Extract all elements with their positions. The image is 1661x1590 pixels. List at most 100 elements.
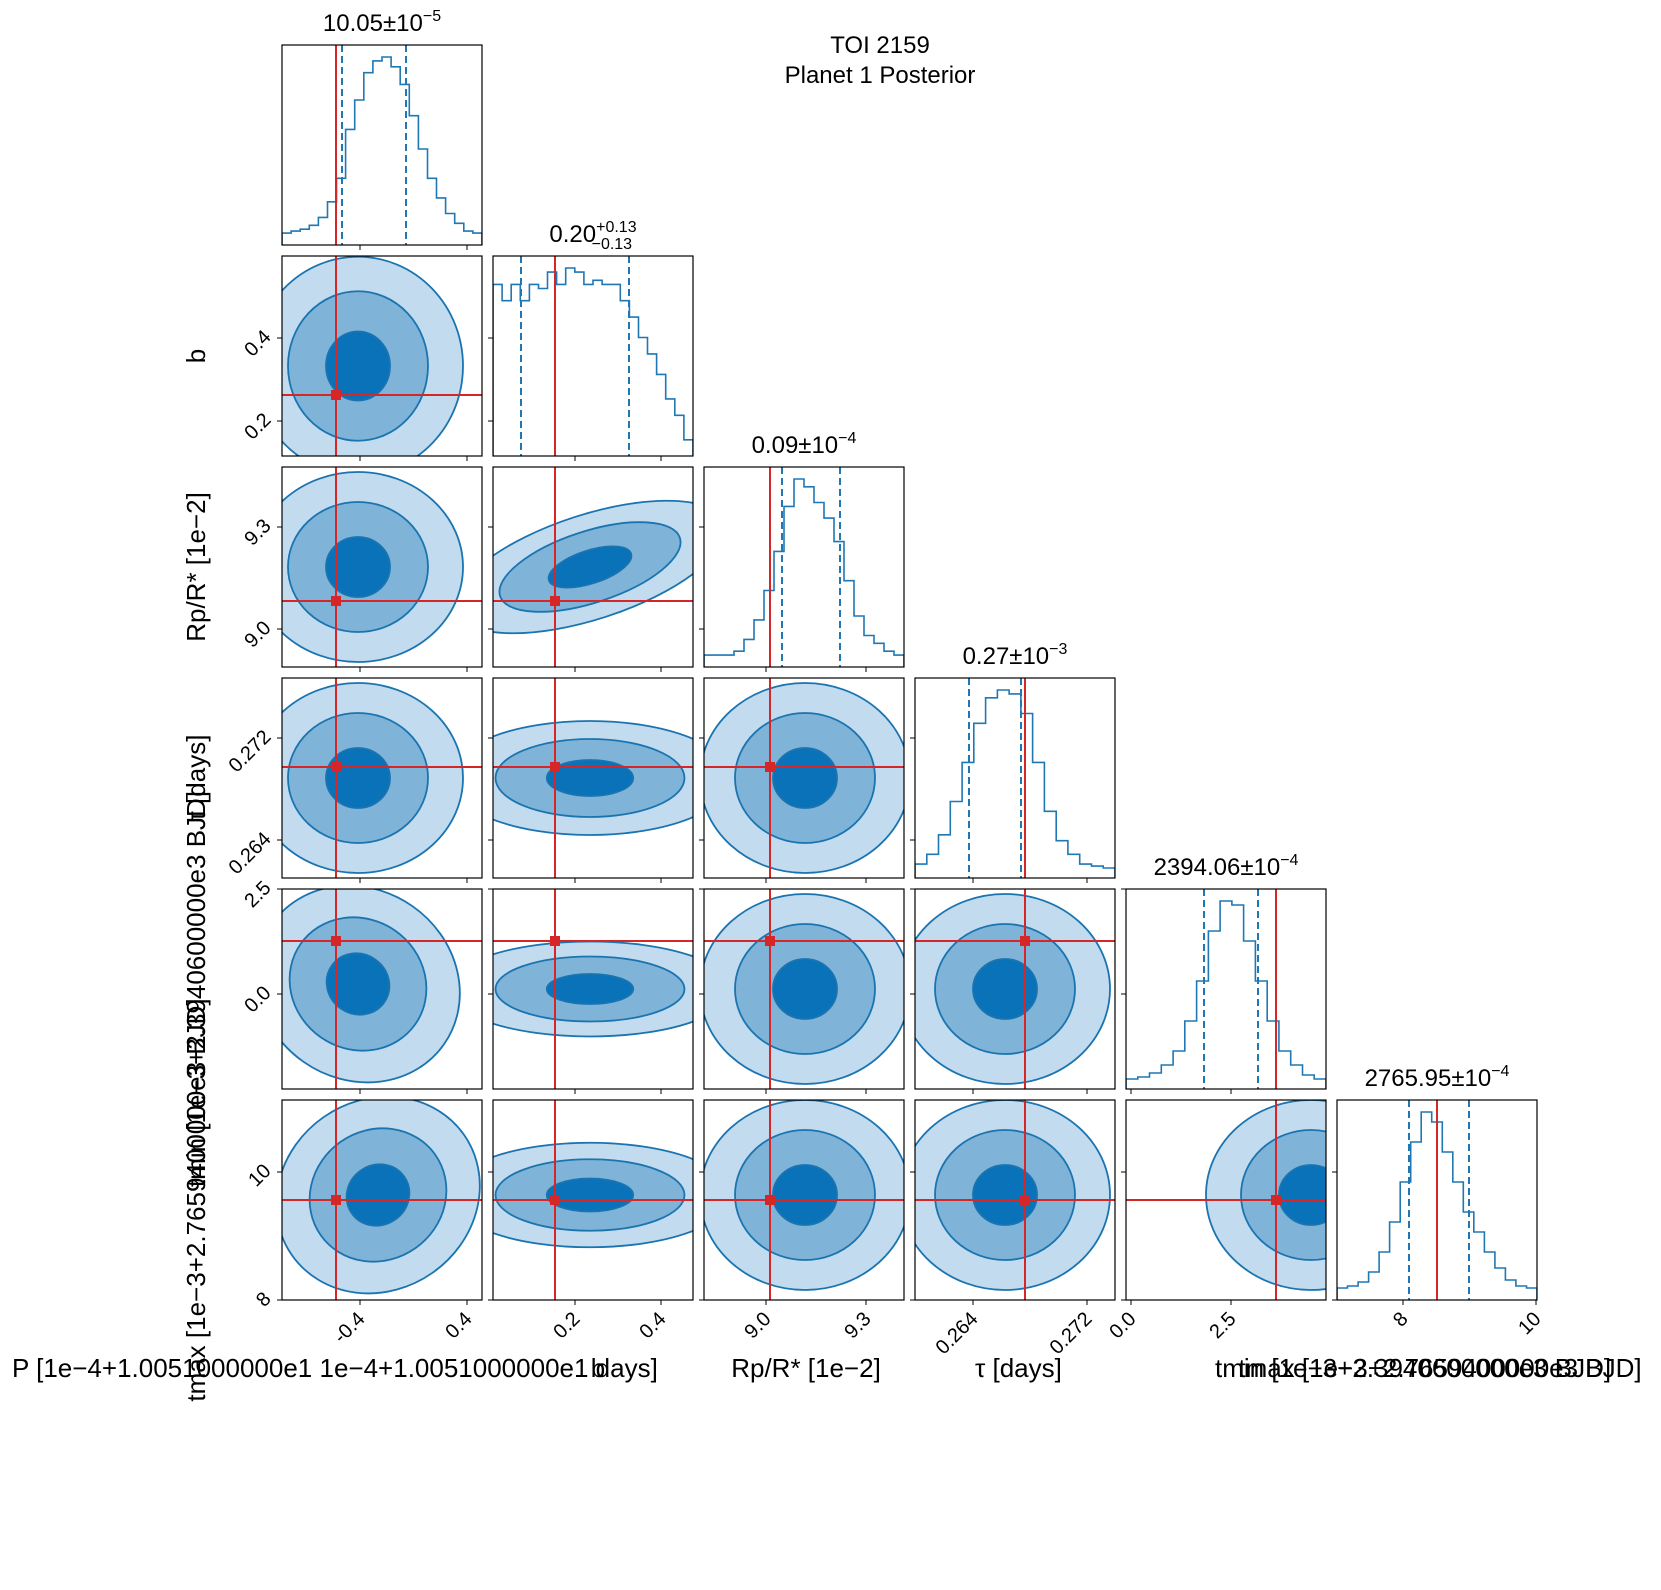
x-axis-label: tmax [1e−3+2.7659400000e3 BJD] [1238, 1353, 1641, 1383]
x-tick-label: 0.264 [932, 1308, 983, 1359]
contour-level-3 [972, 958, 1038, 1020]
panel-frame [281, 1099, 483, 1301]
contour-level-3 [772, 958, 838, 1020]
contour-panel-b-tau [488, 677, 694, 883]
panel-content [915, 889, 1115, 1089]
truth-marker [1271, 1195, 1281, 1205]
x-tick-label: 2.5 [1205, 1308, 1240, 1343]
truth-marker [331, 1195, 341, 1205]
y-tick-label: 0.2 [240, 409, 275, 444]
y-tick-label: 10 [244, 1160, 275, 1191]
panel-frame [281, 255, 483, 457]
truth-marker [331, 762, 341, 772]
hist-panel-Rp/R*: 0.09±10−4 [699, 430, 905, 672]
contour-panel-tau-tmax: 0.264 0.272 [910, 1099, 1116, 1359]
panel-frame [703, 1099, 905, 1301]
y-axis-label: tmax [1e−3+2.7659400000e3 BJD] [181, 998, 211, 1401]
panel-frame [492, 888, 694, 1090]
panel-frame [914, 1099, 1116, 1301]
panel-frame [492, 677, 694, 879]
panel-frame [1125, 888, 1327, 1090]
panel-frame [914, 888, 1116, 1090]
contour-panel-P-tau: 0.264 0.272 [225, 677, 483, 883]
x-axis-label: b [591, 1353, 605, 1383]
hist-panel-P: 10.05±10−5 [281, 8, 483, 250]
contour-level-3 [547, 545, 633, 589]
truth-marker [550, 936, 560, 946]
figure-title-line: TOI 2159 [830, 32, 930, 59]
histogram-step [915, 689, 1115, 878]
panel-content [282, 889, 482, 1089]
y-tick-label: 0.4 [240, 326, 275, 361]
contour-level-3 [545, 1177, 635, 1213]
truth-marker [765, 1195, 775, 1205]
panel-frame [703, 677, 905, 879]
truth-marker [331, 390, 341, 400]
y-axis-label: τ [days] [181, 735, 211, 822]
y-tick-label: 0.264 [225, 828, 276, 879]
panel-content [282, 467, 482, 667]
x-tick-label: 10 [1514, 1308, 1545, 1339]
contour-panel-tmin-tmax: 0.0 2.5 [1105, 1099, 1327, 1343]
panel-content [282, 256, 482, 456]
panel-content [1126, 889, 1326, 1089]
hist-panel-tmax: 2765.95±10−4 8 10 [1332, 1063, 1546, 1339]
hist-title: 2765.95±10−4 [1365, 1063, 1510, 1092]
histogram-step [493, 267, 693, 456]
x-tick-label: 0.2 [549, 1308, 584, 1343]
panel-frame [914, 677, 1116, 879]
truth-marker [765, 762, 775, 772]
histogram-step [282, 56, 482, 245]
panel-frame [492, 255, 694, 457]
contour-panel-P-Rp/R*: 9.0 9.3 [240, 466, 483, 672]
y-tick-label: 8 [252, 1288, 275, 1311]
panel-frame [492, 1099, 694, 1301]
contour-level-3 [545, 973, 635, 1005]
contour-level-3 [772, 747, 838, 809]
contour-level-3 [1278, 1164, 1326, 1226]
panel-content [493, 678, 693, 878]
hist-panel-b: 0.20+0.13 −0.13 [488, 219, 694, 461]
truth-marker [550, 1195, 560, 1205]
x-axis-label: P [1e−4+1.0051000000e1 1e−4+1.0051000000… [12, 1353, 658, 1383]
panel-content [493, 889, 693, 1089]
contour-panel-P-tmax: -0.4 0.4 8 10 [244, 1099, 483, 1348]
truth-marker [550, 762, 560, 772]
contour-level-3 [325, 952, 391, 1016]
x-tick-label: 0.4 [635, 1308, 670, 1343]
y-axis-label: b [181, 349, 211, 363]
contour-panel-Rp/R*-tmin [699, 888, 905, 1094]
panel-content [1126, 1100, 1326, 1300]
truth-marker [550, 596, 560, 606]
contour-panel-P-tmin: 0.0 2.5 [240, 877, 483, 1094]
contour-level-3 [345, 1163, 411, 1227]
contour-level-3 [972, 1164, 1038, 1226]
truth-marker [331, 936, 341, 946]
panel-frame [1125, 1099, 1327, 1301]
panel-content [282, 45, 482, 245]
panel-frame [281, 44, 483, 246]
panel-frame [281, 677, 483, 879]
panel-content [493, 256, 693, 456]
contour-panel-b-tmax: 0.2 0.4 [488, 1099, 694, 1343]
x-axis-label: Rp/R* [1e−2] [731, 1353, 881, 1383]
y-tick-label: 9.0 [240, 617, 275, 652]
panel-content [704, 1100, 904, 1300]
hist-title: 10.05±10−5 [323, 8, 441, 37]
truth-marker [1020, 936, 1030, 946]
panel-frame [703, 466, 905, 668]
contour-level-3 [325, 330, 391, 402]
panel-content [282, 1100, 482, 1300]
panel-frame [281, 888, 483, 1090]
panel-content [915, 1100, 1115, 1300]
panel-content [493, 1100, 693, 1300]
panel-content [704, 467, 904, 667]
hist-title: 0.20+0.13 −0.13 [549, 219, 636, 253]
panel-frame [281, 466, 483, 668]
contour-panel-P-b: 0.2 0.4 [240, 255, 483, 461]
figure-title-line: Planet 1 Posterior [785, 62, 976, 89]
contour-level-3 [772, 1164, 838, 1226]
y-tick-label: 2.5 [240, 877, 275, 912]
panel-content [915, 678, 1115, 878]
